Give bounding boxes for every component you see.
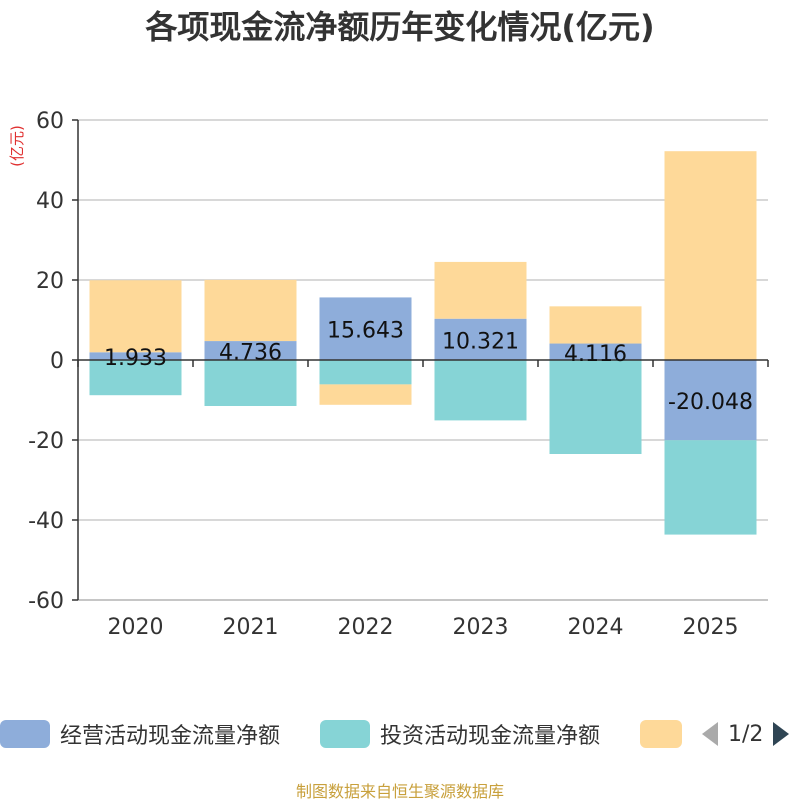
chart-title: 各项现金流净额历年变化情况(亿元) [145,8,655,46]
y-tick-label: -40 [28,509,64,534]
x-tick-label-2022: 2022 [338,615,394,640]
legend-swatch-third [640,720,682,748]
pager-prev-icon[interactable] [700,720,720,748]
bar-2020-series-0[interactable] [89,352,182,360]
legend-item-operating[interactable]: 经营活动现金流量净额 [0,716,280,752]
bar-2024-series-2[interactable] [549,306,642,344]
source-note: 制图数据来自恒生聚源数据库 [295,782,504,801]
y-tick-label: -60 [28,589,64,614]
bar-2020-series-1[interactable] [89,360,182,396]
bar-2021-series-2[interactable] [204,279,297,342]
y-tick-label: 40 [36,189,64,214]
bar-chart: 60 40 20 0 -20 -40 -60 2020 2021 2022 2023 2024 2025… [8,109,769,640]
x-tick-label-2021: 2021 [223,615,279,640]
x-tick-label-2024: 2024 [568,615,624,640]
data-label-2023: 10.321 [442,329,519,354]
data-label-2022: 15.643 [327,319,404,344]
bar-2021-series-0[interactable] [204,341,297,360]
grid-lines [78,119,768,601]
y-tick-label: -20 [28,429,64,454]
pager-text: 1/2 [728,721,764,747]
bar-2022-series-0[interactable] [319,297,412,360]
legend-label-operating: 经营活动现金流量净额 [60,724,281,749]
data-labels: 1.933 4.736 15.643 10.321 4.116 -20.048 [104,319,753,415]
bar-2025-series-0[interactable] [664,360,757,441]
bar-2024-series-1[interactable] [549,360,642,454]
legend-swatch-operating [0,720,50,748]
bars [89,151,757,535]
pager-next-icon[interactable] [771,720,791,748]
x-tick-label-2020: 2020 [108,615,164,640]
axes: 60 40 20 0 -20 -40 -60 2020 2021 2022 2023 2024 2025 [28,109,769,640]
y-tick-label: 20 [36,269,64,294]
legend-pager: 1/2 [700,716,791,752]
legend-swatch-investing [320,720,370,748]
bar-2022-series-1[interactable] [319,360,412,385]
x-tick-label-2025: 2025 [683,615,739,640]
bar-2022-series-2[interactable] [319,384,412,405]
legend-item-third[interactable] [640,716,682,752]
x-tick-label-2023: 2023 [453,615,509,640]
bar-2024-series-0[interactable] [549,343,642,360]
bar-2025-series-1[interactable] [664,440,757,535]
legend-label-investing: 投资活动现金流量净额 [380,724,601,749]
bar-2023-series-2[interactable] [434,261,527,319]
data-label-2024: 4.116 [564,342,627,367]
legend: 经营活动现金流量净额 投资活动现金流量净额 [0,716,800,756]
bar-2023-series-1[interactable] [434,360,527,421]
data-label-2020: 1.933 [104,346,167,371]
bar-2021-series-1[interactable] [204,360,297,406]
bar-2023-series-0[interactable] [434,318,527,360]
legend-item-investing[interactable]: 投资活动现金流量净额 [320,716,600,752]
y-tick-label: 60 [36,109,64,134]
data-label-2025: -20.048 [668,390,753,415]
data-label-2021: 4.736 [219,341,282,366]
bar-2025-series-2[interactable] [664,151,757,360]
y-axis-label: (亿元) [8,125,26,167]
y-tick-label: 0 [50,349,64,374]
bar-2020-series-2[interactable] [89,280,182,353]
